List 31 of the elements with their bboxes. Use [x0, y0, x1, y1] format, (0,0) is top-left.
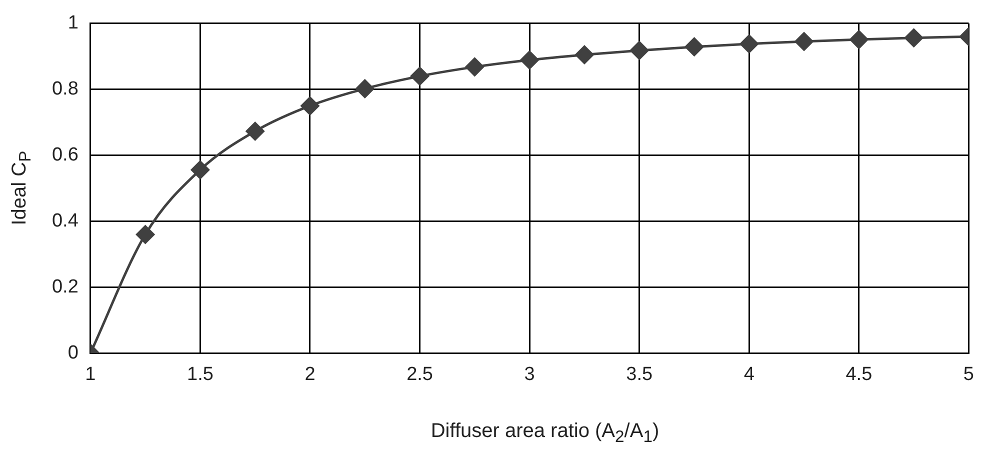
y-tick-label: 0.4 [52, 210, 79, 232]
point [794, 32, 814, 51]
point [904, 28, 924, 48]
x-tick-label: 3 [524, 364, 535, 385]
point [740, 34, 758, 54]
point [246, 122, 264, 140]
x-tick-label: 4.5 [846, 364, 872, 385]
x-tick-label: 3.5 [626, 364, 653, 385]
point [575, 45, 594, 64]
y-tick-label: 1 [68, 12, 78, 34]
point [630, 41, 649, 60]
point [684, 38, 704, 56]
point [850, 30, 868, 49]
x-tick-label: 1.5 [186, 364, 214, 385]
point [520, 50, 539, 70]
point [136, 225, 155, 244]
y-tick-label: 0.8 [52, 78, 78, 100]
point [356, 79, 374, 98]
point [300, 96, 320, 116]
x-tick-label: 1 [85, 364, 96, 385]
x-axis-title: Diffuser area ratio (A$_{2}$/A$_{1}$) [430, 420, 660, 447]
x-tick-label: 4 [744, 364, 755, 385]
y-tick-label: 0.6 [52, 144, 78, 166]
x-tick-label: 5 [963, 364, 974, 385]
point [465, 58, 484, 76]
x-tick-label: 2 [304, 364, 316, 385]
point [190, 160, 210, 180]
y-tick-label: 0.2 [52, 276, 78, 298]
y-tick-label: 0 [68, 342, 78, 364]
point [410, 66, 430, 86]
x-tick-label: 2.5 [406, 364, 433, 385]
